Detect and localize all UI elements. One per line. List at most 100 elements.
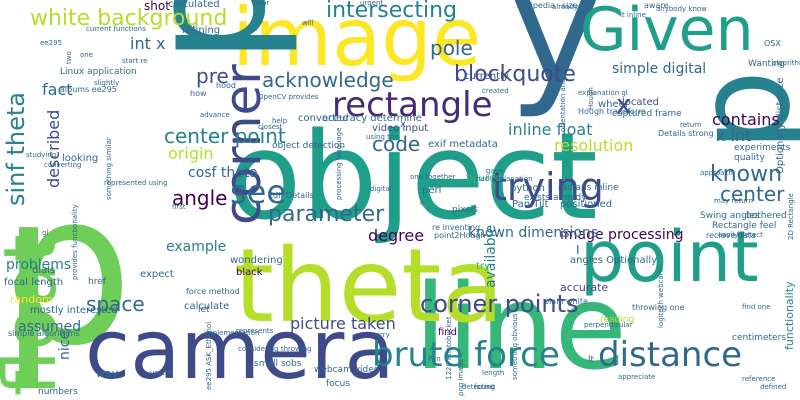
cloud-word: easily detect	[718, 231, 763, 239]
cloud-word: represents	[236, 327, 274, 335]
cloud-word: vector	[150, 369, 173, 377]
cloud-word: looking	[62, 153, 99, 164]
cloud-word: random	[10, 293, 53, 306]
cloud-word: approach	[700, 169, 733, 177]
cloud-word: example	[166, 239, 227, 255]
cloud-word: bothered	[746, 211, 787, 221]
cloud-word: Given	[580, 0, 754, 65]
cloud-word: calculate	[184, 301, 230, 312]
cloud-word: re inventing	[432, 223, 481, 232]
cloud-word: c	[420, 199, 424, 207]
cloud-word: quality	[734, 153, 765, 163]
cloud-word: figured	[466, 173, 502, 184]
cloud-word: Optionally distance	[775, 77, 786, 174]
cloud-word: picture taken	[290, 314, 396, 333]
cloud-word: simple digital	[612, 61, 707, 77]
cloud-word: positioned	[560, 199, 613, 210]
cloud-word: shot	[144, 0, 170, 13]
cloud-word: orientation angle	[559, 72, 567, 132]
cloud-word: hood	[216, 81, 236, 90]
cloud-word: ee295 ASK_Ethanol	[205, 321, 213, 390]
cloud-word: gl	[42, 229, 49, 237]
cloud-word: focal length	[4, 277, 64, 288]
cloud-word: image processing	[560, 227, 684, 243]
cloud-word: two	[65, 51, 73, 64]
cloud-word: algorithm	[772, 59, 800, 67]
cloud-word: described	[44, 109, 63, 188]
cloud-word: ee295	[40, 39, 62, 47]
cloud-word: one	[80, 51, 94, 59]
cloud-word: aware	[644, 1, 669, 10]
cloud-word: black	[236, 267, 263, 278]
cloud-word: focus	[326, 379, 351, 389]
cloud-word: Hough	[587, 87, 595, 110]
cloud-word: had explanation	[476, 175, 533, 183]
cloud-word: Edit Details	[268, 191, 314, 200]
cloud-word: origin	[168, 144, 214, 163]
cloud-word: plain white	[544, 297, 588, 306]
cloud-word: object detection	[272, 141, 346, 151]
cloud-word: found	[474, 383, 495, 391]
cloud-word: rectangle	[332, 85, 493, 125]
cloud-word: fact	[42, 80, 73, 99]
cloud-word: cosf theta	[188, 165, 258, 181]
cloud-word: Swing angles	[700, 211, 760, 221]
cloud-word: angles Optionally	[570, 255, 658, 266]
cloud-word: pole	[430, 36, 473, 60]
cloud-word: exists already	[524, 193, 587, 203]
cloud-word: size	[562, 1, 578, 10]
cloud-word: provides functionality	[71, 204, 79, 280]
cloud-word: angle	[172, 186, 228, 210]
cloud-word: slightly	[94, 79, 120, 87]
cloud-word: inline float	[508, 120, 593, 139]
cloud-word: anybody know	[656, 5, 707, 13]
cloud-word: help	[272, 117, 288, 125]
cloud-word: camera	[85, 303, 395, 398]
cloud-word: 1228 Photobucket	[445, 316, 453, 380]
cloud-word: webcam video	[314, 365, 380, 375]
cloud-word: represented using	[104, 179, 168, 187]
cloud-word: already first	[552, 3, 595, 11]
cloud-word: accurate	[560, 281, 609, 294]
cloud-word: advance	[200, 111, 230, 119]
cloud-word: python	[510, 183, 545, 194]
cloud-word: recieve data	[706, 231, 756, 240]
cloud-word: Linux application	[60, 67, 137, 77]
cloud-word: processing language	[335, 127, 343, 200]
cloud-word: how	[190, 89, 207, 98]
cloud-word: will	[302, 19, 314, 27]
cloud-word: clear	[252, 0, 270, 7]
cloud-word: expect	[140, 269, 174, 280]
cloud-word: degree	[368, 226, 425, 245]
cloud-word: implementation	[204, 329, 260, 337]
cloud-word: find one	[742, 303, 771, 311]
cloud-word: created	[482, 87, 509, 95]
cloud-word: space	[86, 292, 145, 316]
cloud-word: I	[576, 243, 580, 257]
cloud-word: currently	[464, 71, 509, 82]
cloud-word: considering throwing	[238, 345, 312, 353]
cloud-word: resolution	[554, 136, 634, 155]
cloud-word: dials	[32, 265, 56, 276]
cloud-word: object	[228, 108, 598, 247]
cloud-word: explanation gl	[578, 89, 628, 97]
cloud-word: way	[96, 367, 119, 380]
cloud-word: wheel	[598, 99, 628, 110]
cloud-word: acknowledge	[262, 68, 394, 92]
cloud-word: urgent	[360, 0, 384, 7]
cloud-word: p	[0, 147, 134, 392]
cloud-word: Wanting	[748, 59, 785, 69]
cloud-word: white background	[30, 6, 228, 31]
cloud-word: Details strong	[658, 129, 714, 138]
cloud-word: available	[483, 224, 499, 288]
cloud-word: intersecting	[326, 0, 458, 23]
cloud-word: wondering	[230, 255, 283, 266]
cloud-word: OpenCV provides	[258, 93, 319, 101]
cloud-word: may return	[714, 197, 753, 205]
cloud-word: assumed	[18, 319, 82, 335]
cloud-word: refining	[182, 25, 221, 36]
cloud-word: something obvious	[511, 313, 519, 380]
cloud-word: calculated	[168, 0, 220, 10]
cloud-word: current functions	[86, 25, 146, 33]
cloud-word: contains	[712, 110, 780, 129]
